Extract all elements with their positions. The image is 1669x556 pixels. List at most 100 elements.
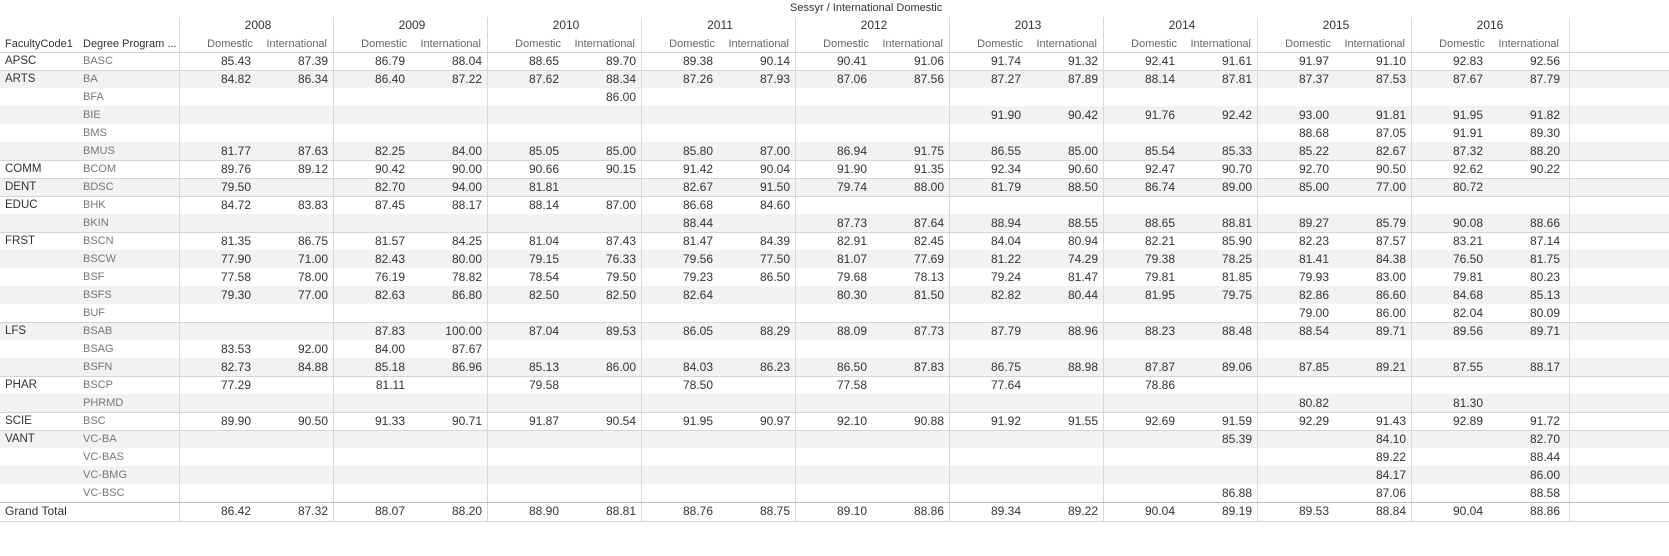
value-cell[interactable]: 82.21	[1144, 234, 1175, 248]
value-cell[interactable]: 84.00	[374, 342, 405, 356]
value-cell[interactable]: 89.27	[1298, 216, 1329, 230]
grand-total-value[interactable]: 88.86	[1529, 504, 1560, 518]
value-cell[interactable]: 79.68	[836, 270, 867, 284]
value-cell[interactable]: 86.00	[1529, 468, 1560, 482]
grand-total-value[interactable]: 88.20	[451, 504, 482, 518]
value-cell[interactable]: 81.95	[1144, 288, 1175, 302]
year-header-2016[interactable]: 2016	[1476, 18, 1504, 32]
value-cell[interactable]: 87.37	[1298, 72, 1329, 86]
col-header-domestic[interactable]: Domestic	[515, 38, 561, 50]
value-cell[interactable]: 87.83	[374, 324, 405, 338]
value-cell[interactable]: 86.55	[990, 144, 1021, 158]
col-header-international[interactable]: International	[882, 38, 943, 50]
value-cell[interactable]: 83.83	[297, 198, 328, 212]
grand-total-value[interactable]: 88.84	[1375, 504, 1406, 518]
year-header-2010[interactable]: 2010	[552, 18, 580, 32]
degree-label[interactable]: BHK	[83, 199, 106, 211]
value-cell[interactable]: 89.53	[605, 324, 636, 338]
value-cell[interactable]: 81.79	[990, 180, 1021, 194]
value-cell[interactable]: 85.00	[605, 144, 636, 158]
grand-total-value[interactable]: 90.04	[1452, 504, 1483, 518]
year-header-2015[interactable]: 2015	[1322, 18, 1350, 32]
grand-total-value[interactable]: 88.75	[759, 504, 790, 518]
value-cell[interactable]: 82.70	[374, 180, 405, 194]
value-cell[interactable]: 88.00	[913, 180, 944, 194]
value-cell[interactable]: 88.50	[1067, 180, 1098, 194]
value-cell[interactable]: 100.00	[445, 324, 482, 338]
faculty-label[interactable]: SCIE	[5, 415, 32, 427]
degree-label[interactable]: BDSC	[83, 181, 114, 193]
value-cell[interactable]: 86.75	[990, 360, 1021, 374]
value-cell[interactable]: 92.70	[1298, 162, 1329, 176]
grand-total-value[interactable]: 89.53	[1298, 504, 1329, 518]
degree-label[interactable]: BSF	[83, 271, 105, 283]
col-header-international[interactable]: International	[574, 38, 635, 50]
value-cell[interactable]: 87.73	[836, 216, 867, 230]
value-cell[interactable]: 86.05	[682, 324, 713, 338]
value-cell[interactable]: 90.97	[759, 414, 790, 428]
value-cell[interactable]: 91.43	[1375, 414, 1406, 428]
value-cell[interactable]: 88.65	[1144, 216, 1175, 230]
value-cell[interactable]: 80.44	[1067, 288, 1098, 302]
degree-label[interactable]: BSCW	[83, 253, 116, 265]
value-cell[interactable]: 83.53	[220, 342, 251, 356]
degree-label[interactable]: PHRMD	[83, 397, 124, 409]
value-cell[interactable]: 89.71	[1529, 324, 1560, 338]
degree-label[interactable]: BSCN	[83, 235, 114, 247]
value-cell[interactable]: 84.00	[451, 144, 482, 158]
value-cell[interactable]: 91.35	[913, 162, 944, 176]
value-cell[interactable]: 81.85	[1221, 270, 1252, 284]
value-cell[interactable]: 88.17	[1529, 360, 1560, 374]
col-header-international[interactable]: International	[1036, 38, 1097, 50]
value-cell[interactable]: 87.45	[374, 198, 405, 212]
value-cell[interactable]: 82.67	[682, 180, 713, 194]
value-cell[interactable]: 91.92	[990, 414, 1021, 428]
value-cell[interactable]: 87.89	[1067, 72, 1098, 86]
value-cell[interactable]: 77.69	[913, 252, 944, 266]
value-cell[interactable]: 79.38	[1144, 252, 1175, 266]
value-cell[interactable]: 92.42	[1221, 108, 1252, 122]
degree-label[interactable]: BSCP	[83, 379, 113, 391]
value-cell[interactable]: 90.42	[1067, 108, 1098, 122]
value-cell[interactable]: 85.18	[374, 360, 405, 374]
col-header-domestic[interactable]: Domestic	[669, 38, 715, 50]
col-header-domestic[interactable]: Domestic	[1285, 38, 1331, 50]
value-cell[interactable]: 84.17	[1375, 468, 1406, 482]
value-cell[interactable]: 85.43	[220, 54, 251, 68]
value-cell[interactable]: 87.00	[605, 198, 636, 212]
value-cell[interactable]: 86.00	[1375, 306, 1406, 320]
value-cell[interactable]: 84.72	[220, 198, 251, 212]
year-header-2013[interactable]: 2013	[1014, 18, 1042, 32]
value-cell[interactable]: 82.70	[1529, 432, 1560, 446]
value-cell[interactable]: 87.62	[528, 72, 559, 86]
value-cell[interactable]: 91.76	[1144, 108, 1175, 122]
grand-total-value[interactable]: 89.22	[1067, 504, 1098, 518]
value-cell[interactable]: 79.00	[1298, 306, 1329, 320]
value-cell[interactable]: 85.33	[1221, 144, 1252, 158]
value-cell[interactable]: 87.87	[1144, 360, 1175, 374]
col-header-domestic[interactable]: Domestic	[1131, 38, 1177, 50]
col-header-international[interactable]: International	[266, 38, 327, 50]
value-cell[interactable]: 91.97	[1298, 54, 1329, 68]
value-cell[interactable]: 88.68	[1298, 126, 1329, 140]
value-cell[interactable]: 82.25	[374, 144, 405, 158]
value-cell[interactable]: 80.09	[1529, 306, 1560, 320]
value-cell[interactable]: 90.04	[759, 162, 790, 176]
faculty-label[interactable]: COMM	[5, 163, 42, 175]
value-cell[interactable]: 79.93	[1298, 270, 1329, 284]
degree-label[interactable]: BMS	[83, 127, 107, 139]
value-cell[interactable]: 82.23	[1298, 234, 1329, 248]
value-cell[interactable]: 93.00	[1298, 108, 1329, 122]
value-cell[interactable]: 81.30	[1452, 396, 1483, 410]
value-cell[interactable]: 84.38	[1375, 252, 1406, 266]
grand-total-value[interactable]: 86.42	[220, 504, 251, 518]
value-cell[interactable]: 87.64	[913, 216, 944, 230]
value-cell[interactable]: 81.47	[682, 234, 713, 248]
value-cell[interactable]: 86.50	[836, 360, 867, 374]
value-cell[interactable]: 85.79	[1375, 216, 1406, 230]
value-cell[interactable]: 85.39	[1221, 432, 1252, 446]
value-cell[interactable]: 89.12	[297, 162, 328, 176]
value-cell[interactable]: 88.55	[1067, 216, 1098, 230]
value-cell[interactable]: 92.83	[1452, 54, 1483, 68]
degree-label[interactable]: BA	[83, 73, 98, 85]
